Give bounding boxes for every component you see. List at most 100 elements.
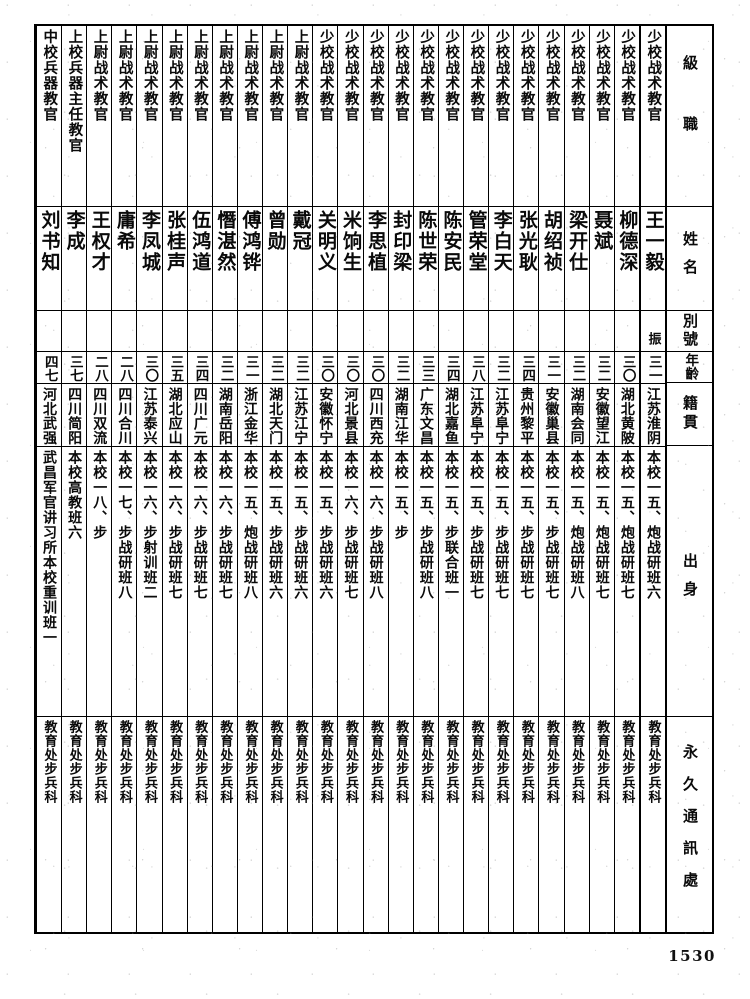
roster-entry-column[interactable]: 少校战术教官 张光耿 三四 贵州黎平 本校一五、步战研班七 教育处步兵科 (513, 26, 539, 932)
cell-origin: 本校一五、步战研班六 (263, 445, 288, 716)
cell-alias (62, 309, 87, 351)
cell-age-text: 三〇 (368, 354, 385, 382)
roster-entry-column[interactable]: 上尉战术教官 庸希 二八 四川合川 本校一七、步战研班八 教育处步兵科 (111, 26, 137, 932)
cell-origin: 本校一五、步战研班七 (539, 445, 564, 716)
cell-age: 三八 (464, 350, 489, 383)
roster-entry-column[interactable]: 少校战术教官 梁开仕 三二 湖南会同 本校一五、炮战研班八 教育处步兵科 (563, 26, 589, 932)
cell-address-text: 教育处步兵科 (41, 719, 57, 804)
cell-origin: 本校一六、步战研班七 (187, 445, 212, 716)
cell-native-text: 四川西充 (367, 386, 384, 445)
cell-address-text: 教育处步兵科 (543, 719, 559, 804)
cell-origin-text: 本校一六、步战研班七 (166, 449, 183, 600)
cell-native-text: 湖南岳阳 (216, 386, 233, 445)
cell-name: 王权才 (87, 206, 112, 310)
cell-origin: 本校一五、步战研班六 (313, 445, 338, 716)
cell-rank-text: 上校兵器主任教官 (66, 29, 83, 153)
cell-address-text: 教育处步兵科 (342, 719, 358, 804)
cell-rank: 上尉战术教官 (137, 26, 161, 206)
cell-age-text: 三〇 (343, 354, 360, 382)
cell-native: 江苏阜宁 (489, 382, 514, 446)
roster-entry-column[interactable]: 上尉战术教官 憯湛然 三二 湖南岳阳 本校一六、步战研班七 教育处步兵科 (211, 26, 237, 932)
cell-address: 教育处步兵科 (212, 715, 237, 932)
cell-origin: 本校一六、步战研班八 (363, 445, 388, 716)
cell-age-text: 三一 (544, 354, 561, 382)
roster-entry-column[interactable]: 上尉战术教官 李凤城 三〇 江苏泰兴 本校一六、步射训班二 教育处步兵科 (136, 26, 162, 932)
header-address: 永久通訊處 (667, 715, 712, 932)
roster-entry-column[interactable]: 少校战术教官 陈世荣 三三 广东文昌 本校一五、步战研班八 教育处步兵科 (412, 26, 438, 932)
cell-origin-text: 本校一五、步 (392, 449, 409, 540)
roster-entry-column[interactable]: 中校兵器教官 刘书知 四七 河北武强 武昌军官讲习所本校重训班一 教育处步兵科 (35, 26, 61, 932)
cell-age: 三一 (640, 350, 665, 383)
cell-native: 江苏泰兴 (137, 382, 162, 446)
cell-origin-text: 本校一五、步战研班七 (543, 449, 560, 600)
roster-entry-column[interactable]: 上校兵器主任教官 李成 三七 四川简阳 本校高教班六 教育处步兵科 (61, 26, 87, 932)
cell-native-text: 河北武强 (40, 386, 57, 445)
cell-rank-text: 少校战术教官 (317, 29, 334, 122)
cell-address: 教育处步兵科 (388, 715, 413, 932)
cell-address-text: 教育处步兵科 (292, 719, 308, 804)
cell-name-text: 管荣堂 (465, 210, 488, 274)
cell-address-text: 教育处步兵科 (418, 719, 434, 804)
cell-origin: 本校一六、步战研班七 (338, 445, 363, 716)
cell-native-text: 湖南会同 (568, 386, 585, 445)
cell-origin-text: 本校一六、步战研班八 (367, 449, 384, 600)
cell-address: 教育处步兵科 (640, 715, 665, 932)
cell-rank: 少校战术教官 (364, 26, 388, 206)
cell-rank-text: 上尉战术教官 (267, 29, 284, 122)
cell-address-text: 教育处步兵科 (66, 719, 82, 804)
roster-entry-column[interactable]: 少校战术教官 胡绍祯 三一 安徽巢县 本校一五、步战研班七 教育处步兵科 (538, 26, 564, 932)
roster-entry-column[interactable]: 少校战术教官 王一毅振三一 江苏淮阴 本校一五、炮战研班六 教育处步兵科 (638, 26, 665, 932)
cell-rank: 少校战术教官 (389, 26, 413, 206)
cell-age-text: 三八 (468, 354, 485, 382)
cell-age-text: 三四 (192, 354, 209, 382)
roster-entry-column[interactable]: 上尉战术教官 傅鸿铧 三一 浙江金华 本校一五、炮战研班八 教育处步兵科 (236, 26, 262, 932)
cell-rank-text: 上尉战术教官 (242, 29, 259, 122)
cell-native: 江苏江宁 (288, 382, 313, 446)
roster-entry-column[interactable]: 上尉战术教官 张桂声 三五 湖北应山 本校一六、步战研班七 教育处步兵科 (161, 26, 187, 932)
cell-address: 教育处步兵科 (87, 715, 112, 932)
cell-native-text: 安徽怀宁 (317, 386, 334, 445)
cell-native: 湖北天门 (263, 382, 288, 446)
roster-entry-column[interactable]: 少校战术教官 柳德深 三〇 湖北黄陂 本校一五、炮战研班七 教育处步兵科 (613, 26, 639, 932)
cell-name: 张桂声 (162, 206, 187, 310)
cell-name: 聂斌 (589, 206, 614, 310)
roster-entry-column[interactable]: 少校战术教官 聂斌 三二 安徽望江 本校一五、炮战研班七 教育处步兵科 (588, 26, 614, 932)
cell-alias (338, 309, 363, 351)
roster-entry-column[interactable]: 少校战术教官 李白天 三二 江苏阜宁 本校一五、步战研班七 教育处步兵科 (488, 26, 514, 932)
roster-entry-column[interactable]: 上尉战术教官 王权才 二八 四川双流 本校一八、步 教育处步兵科 (86, 26, 112, 932)
cell-name-text: 关明义 (314, 210, 337, 274)
cell-native: 四川广元 (187, 382, 212, 446)
cell-rank: 少校战术教官 (539, 26, 563, 206)
cell-name: 李成 (62, 206, 87, 310)
cell-origin: 本校一八、步 (87, 445, 112, 716)
cell-rank: 上校兵器主任教官 (62, 26, 86, 206)
roster-entry-column[interactable]: 少校战术教官 封印梁 三二 湖南江华 本校一五、步 教育处步兵科 (387, 26, 413, 932)
cell-rank: 上尉战术教官 (238, 26, 262, 206)
cell-rank: 少校战术教官 (464, 26, 488, 206)
roster-entry-column[interactable]: 上尉战术教官 伍鸿道 三四 四川广元 本校一六、步战研班七 教育处步兵科 (186, 26, 212, 932)
roster-entry-column[interactable]: 少校战术教官 管荣堂 三八 江苏阜宁 本校一五、步战研班七 教育处步兵科 (463, 26, 489, 932)
roster-entry-column[interactable]: 少校战术教官 陈安民 三四 湖北嘉鱼 本校一五、步联合班一 教育处步兵科 (437, 26, 463, 932)
cell-alias (413, 309, 438, 351)
cell-alias (212, 309, 237, 351)
cell-name-text: 戴冠 (289, 210, 312, 253)
cell-native-text: 广东文昌 (417, 386, 434, 445)
cell-address: 教育处步兵科 (313, 715, 338, 932)
cell-name: 庸希 (112, 206, 137, 310)
cell-address-text: 教育处步兵科 (192, 719, 208, 804)
cell-origin-text: 本校一六、步战研班七 (216, 449, 233, 600)
cell-name-text: 傅鸿铧 (239, 210, 262, 274)
cell-origin-text: 本校一五、步战研班六 (292, 449, 309, 600)
roster-entry-column[interactable]: 上尉战术教官 曾勋 三二 湖北天门 本校一五、步战研班六 教育处步兵科 (262, 26, 288, 932)
cell-rank-text: 少校战术教官 (543, 29, 560, 122)
cell-name-text: 聂斌 (591, 210, 614, 253)
cell-name: 李思植 (363, 206, 388, 310)
cell-alias (464, 309, 489, 351)
roster-entry-column[interactable]: 少校战术教官 李思植 三〇 四川西充 本校一六、步战研班八 教育处步兵科 (362, 26, 388, 932)
roster-entry-column[interactable]: 少校战术教官 关明义 三〇 安徽怀宁 本校一五、步战研班六 教育处步兵科 (312, 26, 338, 932)
cell-address-text: 教育处步兵科 (141, 719, 157, 804)
cell-native: 河北武强 (36, 382, 61, 446)
roster-entry-column[interactable]: 少校战术教官 米饷生 三〇 河北景县 本校一六、步战研班七 教育处步兵科 (337, 26, 363, 932)
cell-address: 教育处步兵科 (564, 715, 589, 932)
roster-entry-column[interactable]: 上尉战术教官 戴冠 三二 江苏江宁 本校一五、步战研班六 教育处步兵科 (287, 26, 313, 932)
